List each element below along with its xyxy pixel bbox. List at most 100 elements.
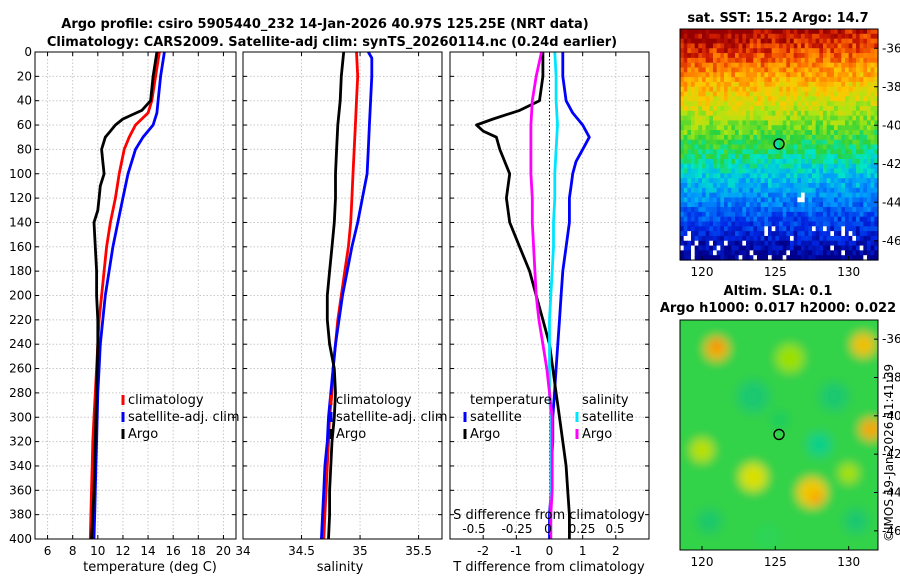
heatmap-cell [793,197,798,203]
heatmap-cell [694,197,699,203]
heatmap-cell [735,53,740,59]
heatmap-cell [823,62,828,69]
heatmap-cell [808,130,813,136]
heatmap-cell [826,154,831,160]
map-y-tick-label: -42 [882,447,900,461]
heatmap-cell [808,255,813,261]
heatmap-cell [724,96,729,102]
heatmap-cell [856,231,861,237]
heatmap-cell [771,158,776,165]
heatmap-cell [760,72,765,78]
heatmap-cell [863,43,868,49]
heatmap-cell [749,57,754,64]
heatmap-cell [859,125,864,131]
y-tick-label: 140 [9,215,32,229]
heatmap-cell [713,96,718,102]
heatmap-cell [742,144,747,150]
heatmap-cell [742,226,747,232]
heatmap-cell [694,125,699,131]
heatmap-cell [727,154,732,160]
heatmap-cell [749,110,754,117]
heatmap-cell [760,207,765,213]
heatmap-cell [687,139,692,146]
heatmap-cell [705,197,710,203]
heatmap-cell [830,216,835,223]
x-tick-label: 8 [69,544,77,558]
heatmap-cell [742,154,747,160]
heatmap-cell [841,77,846,83]
heatmap-cell [709,77,714,83]
heatmap-cell [790,226,795,232]
heatmap-cell [705,96,710,102]
heatmap-cell [724,168,729,174]
heatmap-cell [841,149,846,155]
heatmap-cell [867,86,872,93]
heatmap-cell [735,250,740,256]
heatmap-cell [867,163,872,170]
heatmap-cell [691,134,696,141]
heatmap-cell [738,120,743,126]
heatmap-cell [749,226,754,232]
heatmap-cell [786,29,791,35]
heatmap-cell [808,33,813,40]
heatmap-cell [709,250,714,256]
heatmap-cell [709,91,714,97]
heatmap-cell [804,216,809,223]
heatmap-cell [867,158,872,165]
heatmap-cell [790,216,795,223]
heatmap-cell [691,192,696,199]
heatmap-cell [826,120,831,126]
heatmap-cell [863,81,868,88]
map-y-tick-label: -36 [882,41,900,55]
heatmap-cell [804,43,809,49]
heatmap-cell [705,192,710,199]
heatmap-cell [771,173,776,179]
heatmap-cell [808,240,813,247]
heatmap-cell [698,101,703,107]
heatmap-cell [753,134,758,141]
heatmap-cell [771,163,776,170]
heatmap-cell [742,38,747,45]
heatmap-cell [870,43,875,49]
heatmap-cell [837,53,842,59]
x-tick-label: 20 [216,544,231,558]
heatmap-cell [826,207,831,213]
heatmap-cell [691,178,696,184]
map-x-tick-label: 120 [691,555,714,569]
heatmap-cell [815,211,820,218]
heatmap-cell [753,235,758,242]
heatmap-cell [724,154,729,160]
heatmap-cell [852,120,857,126]
heatmap-cell [812,134,817,141]
heatmap-cell [764,38,769,45]
heatmap-cell [771,91,776,97]
heatmap-cell [749,183,754,189]
heatmap-cell [760,91,765,97]
heatmap-cell [713,178,718,184]
heatmap-cell [845,144,850,150]
heatmap-cell [815,192,820,199]
heatmap-cell [837,202,842,208]
sla-spot [797,477,827,508]
heatmap-cell [848,187,853,194]
heatmap-cell [680,96,685,102]
heatmap-cell [808,120,813,126]
heatmap-cell [874,62,879,69]
heatmap-cell [815,33,820,40]
heatmap-cell [779,221,784,227]
heatmap-cell [746,192,751,199]
heatmap-cell [746,154,751,160]
sla-spot [754,522,782,550]
heatmap-cell [702,110,707,117]
heatmap-cell [845,202,850,208]
heatmap-cell [812,33,817,40]
heatmap-cell [702,187,707,194]
heatmap-cell [746,231,751,237]
heatmap-cell [808,101,813,107]
heatmap-cell [716,183,721,189]
heatmap-cell [680,158,685,165]
heatmap-cell [742,29,747,35]
heatmap-cell [852,158,857,165]
heatmap-cell [757,125,762,131]
heatmap-cell [735,240,740,247]
